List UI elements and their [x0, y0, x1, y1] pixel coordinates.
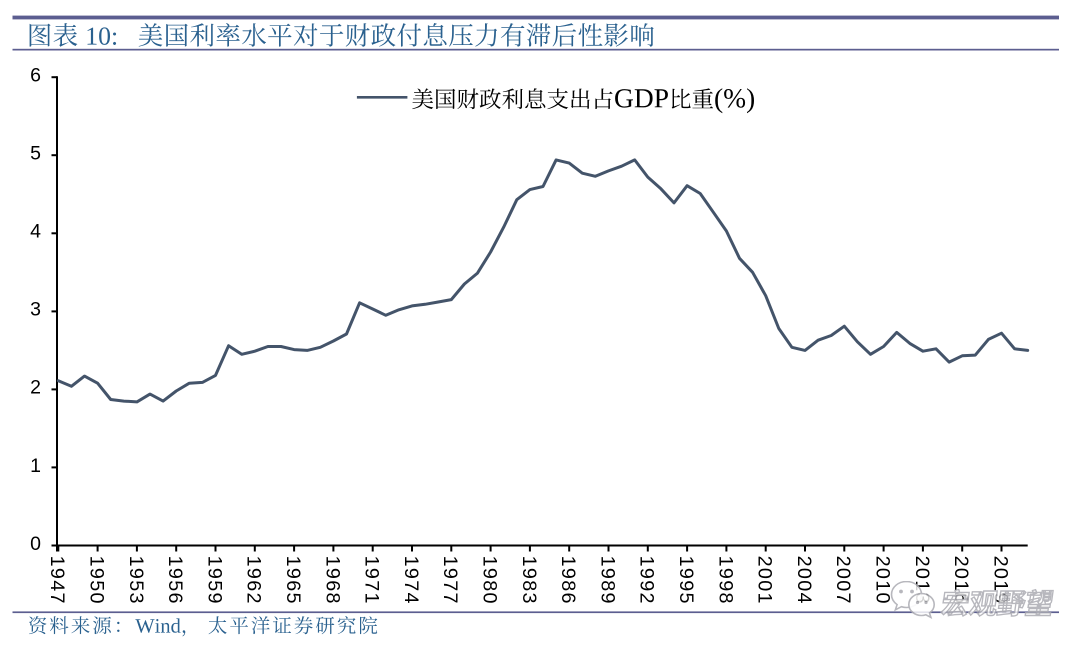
svg-text:1995: 1995: [675, 556, 697, 605]
svg-text:1953: 1953: [125, 556, 147, 605]
svg-text:1965: 1965: [282, 556, 304, 605]
svg-text:1980: 1980: [479, 556, 501, 605]
svg-text:1968: 1968: [321, 556, 343, 605]
svg-text:0: 0: [30, 533, 41, 555]
svg-text:1998: 1998: [714, 556, 736, 605]
svg-text:5: 5: [30, 143, 41, 165]
svg-text:1962: 1962: [243, 556, 265, 605]
svg-text:2004: 2004: [793, 556, 815, 605]
svg-text:2010: 2010: [872, 556, 894, 605]
svg-text:1947: 1947: [46, 556, 68, 605]
svg-text:1956: 1956: [164, 556, 186, 605]
svg-text:2007: 2007: [832, 556, 854, 605]
svg-text:1: 1: [30, 455, 41, 477]
svg-text:3: 3: [30, 299, 41, 321]
svg-text:1986: 1986: [557, 556, 579, 605]
svg-text:4: 4: [30, 221, 41, 243]
svg-text:2001: 2001: [754, 556, 776, 605]
svg-text:2: 2: [30, 377, 41, 399]
svg-text:1989: 1989: [596, 556, 618, 605]
svg-text:1974: 1974: [400, 556, 422, 605]
svg-text:1959: 1959: [203, 556, 225, 605]
svg-text:1992: 1992: [636, 556, 658, 605]
svg-text:1950: 1950: [86, 556, 108, 605]
svg-text:1983: 1983: [518, 556, 540, 605]
svg-text:1977: 1977: [439, 556, 461, 605]
svg-text:6: 6: [30, 65, 41, 87]
svg-text:1971: 1971: [361, 556, 383, 605]
